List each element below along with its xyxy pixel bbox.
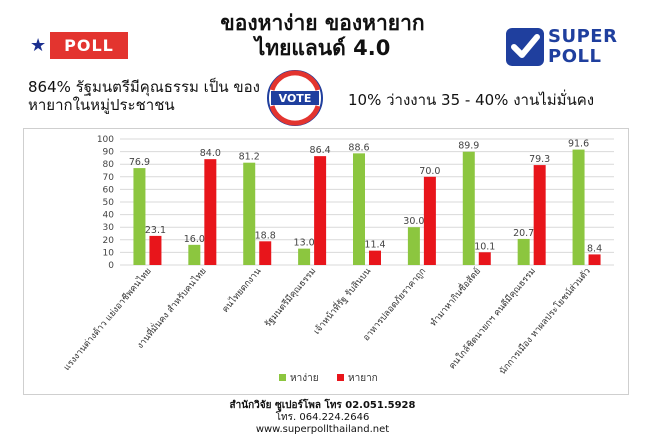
y-tick-label: 50 [103,198,115,208]
category-label: แรงงานต่างด้าว แย่งอาชีพคนไทย [61,266,153,373]
bar-hard [478,252,491,265]
legend-swatch-hard [337,374,344,381]
poll-badge-label: POLL [50,31,128,59]
bar-easy [133,168,146,265]
poll-badge: ★ POLL [30,30,128,60]
bar-easy [517,238,530,265]
y-tick-label: 70 [103,173,115,183]
bar-easy [572,149,585,265]
bar-chart: 0 10 20 30 40 50 60 70 80 90 100 76.9 16.0 81.2 13.0 88… [23,128,629,395]
subtitle-left: 864% รัฐมนตรีมีคุณธรรม เป็น ของหายากในหม… [28,78,260,114]
y-tick-label: 90 [103,148,115,158]
y-tick-label: 80 [103,160,115,170]
chart-title-line-1: ของหาง่าย ของหายาก [220,11,425,35]
y-tick-label: 10 [103,248,115,258]
footer-phone: โทร. 064.224.2646 [275,412,370,423]
bar-hard [423,176,436,265]
y-tick-label: 30 [103,223,115,233]
data-label: 89.9 [458,141,479,152]
data-label: 11.4 [364,240,385,251]
bar-easy [188,244,201,265]
data-label: 13.0 [294,238,315,249]
data-label: 88.6 [348,142,369,153]
checkmark-logo-icon [506,28,544,66]
footer-org: สำนักวิจัย ซูเปอร์โพล โทร 02.051.5928 [229,400,416,411]
data-label: 70.0 [419,166,440,177]
data-label: 23.1 [145,225,166,236]
bar-hard [369,250,381,265]
data-label: 8.4 [587,243,602,254]
vote-badge-icon: VOTE [267,70,323,126]
data-label: 30.0 [403,216,424,227]
data-label: 16.0 [184,234,205,245]
footer-website[interactable]: www.superpollthailand.net [255,424,390,435]
data-label: 76.9 [129,157,150,168]
logo-super-text: SUPER [548,26,618,47]
legend-swatch-easy [279,374,286,381]
y-tick-label: 40 [103,211,115,221]
category-label: รัฐมนตรีมีคุณธรรม [262,266,318,330]
legend-label: หายาก [348,373,378,384]
category-label: เจ้าหน้าที่รัฐ รับสินบน [310,265,373,337]
data-label: 10.1 [474,241,495,252]
chart-svg: 0 10 20 30 40 50 60 70 80 90 100 76.9 16.0 81.2 13.0 88… [61,135,614,384]
superpoll-logo: SUPER POLL [506,26,628,70]
bar-easy [243,162,256,265]
data-label: 79.3 [529,154,550,165]
data-label: 91.6 [568,139,589,150]
legend-label: หาง่าย [290,373,319,384]
y-tick-label: 0 [108,261,114,271]
subtitle-right: 10% ว่างงาน 35 - 40% งานไม่มั่นคง [348,91,595,109]
bar-easy [462,151,475,265]
category-label: ทำมาหากินซื่อสัตย์ [426,265,483,329]
bar-hard [204,159,217,265]
bar-hard [259,241,272,265]
y-tick-label: 60 [103,185,115,195]
category-label: อาหารปลอดภัยราคาถูก [362,267,429,344]
data-label: 84.0 [200,148,221,159]
bar-hard [149,235,162,265]
data-label: 81.2 [239,152,260,163]
logo-poll-text: POLL [548,46,602,67]
bar-easy [298,248,311,265]
category-label: นักการเมือง หาผลประโยชน์ส่วนตัว [496,265,592,377]
data-label: 18.8 [255,230,276,241]
star-icon: ★ [30,34,47,56]
category-label: คนใกล้ชิดนายกฯ คนดีมีคุณธรรม [447,266,538,372]
data-label: 86.4 [310,145,331,156]
vote-badge-label: VOTE [279,92,312,105]
data-label: 20.7 [513,228,534,239]
y-tick-label: 20 [103,236,115,246]
y-tick-label: 100 [97,135,114,145]
bar-hard [314,156,327,265]
category-label: คนไทยตกงาน [220,266,264,315]
bar-easy [353,153,365,265]
bar-hard [533,165,546,265]
chart-title-line-2: ไทยแลนด์ 4.0 [254,36,391,60]
bar-easy [407,227,420,265]
bar-hard [588,254,601,265]
